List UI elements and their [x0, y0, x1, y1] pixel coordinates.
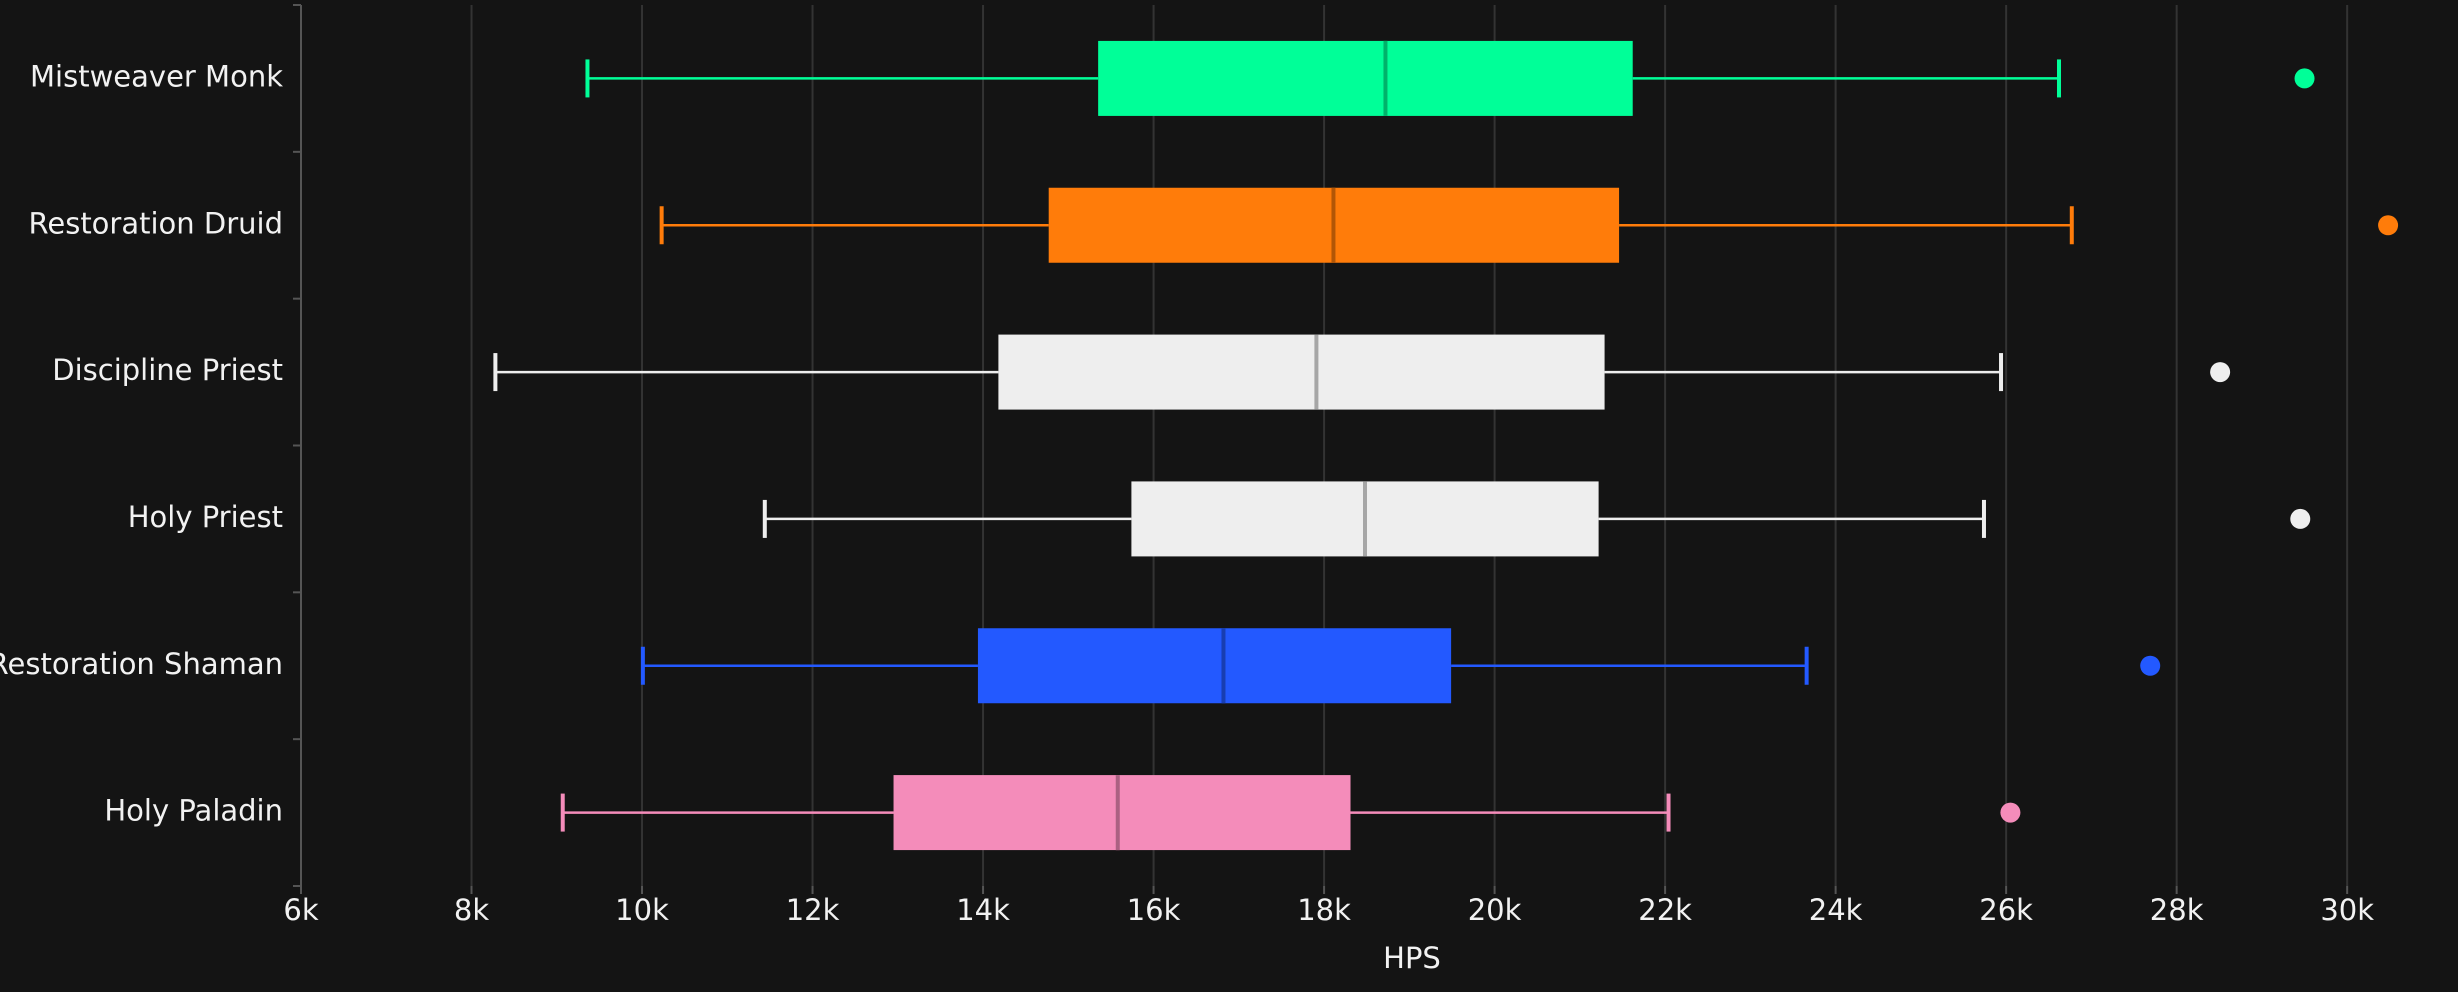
x-tick-label: 24k: [1809, 893, 1863, 927]
x-tick-label: 30k: [2320, 893, 2374, 927]
box: [1098, 40, 1633, 116]
x-tick-label: 28k: [2150, 893, 2204, 927]
x-tick-label: 6k: [283, 893, 318, 927]
x-tick-label: 10k: [615, 893, 669, 927]
outlier: [2378, 215, 2399, 236]
box: [977, 628, 1452, 704]
x-tick-label: 12k: [786, 893, 840, 927]
y-tick-label: Discipline Priest: [52, 353, 283, 387]
outlier: [2294, 68, 2315, 89]
x-axis-label: HPS: [1383, 941, 1441, 975]
y-tick-label: Holy Priest: [128, 500, 283, 534]
x-tick-label: 26k: [1979, 893, 2033, 927]
box: [998, 334, 1605, 410]
outlier: [2140, 655, 2161, 676]
x-tick-label: 22k: [1638, 893, 1692, 927]
y-tick-label: Mistweaver Monk: [30, 59, 283, 93]
y-tick-label: Restoration Shaman: [0, 647, 283, 681]
x-tick-label: 14k: [956, 893, 1010, 927]
y-tick-label: Restoration Druid: [29, 206, 283, 240]
y-tick-label: Holy Paladin: [104, 794, 283, 828]
outlier: [2000, 802, 2021, 823]
x-tick-label: 20k: [1468, 893, 1522, 927]
x-tick-label: 16k: [1127, 893, 1181, 927]
x-tick-label: 18k: [1297, 893, 1351, 927]
outlier: [2210, 362, 2231, 383]
outlier: [2290, 508, 2311, 529]
x-tick-label: 8k: [454, 893, 489, 927]
box: [893, 775, 1351, 851]
